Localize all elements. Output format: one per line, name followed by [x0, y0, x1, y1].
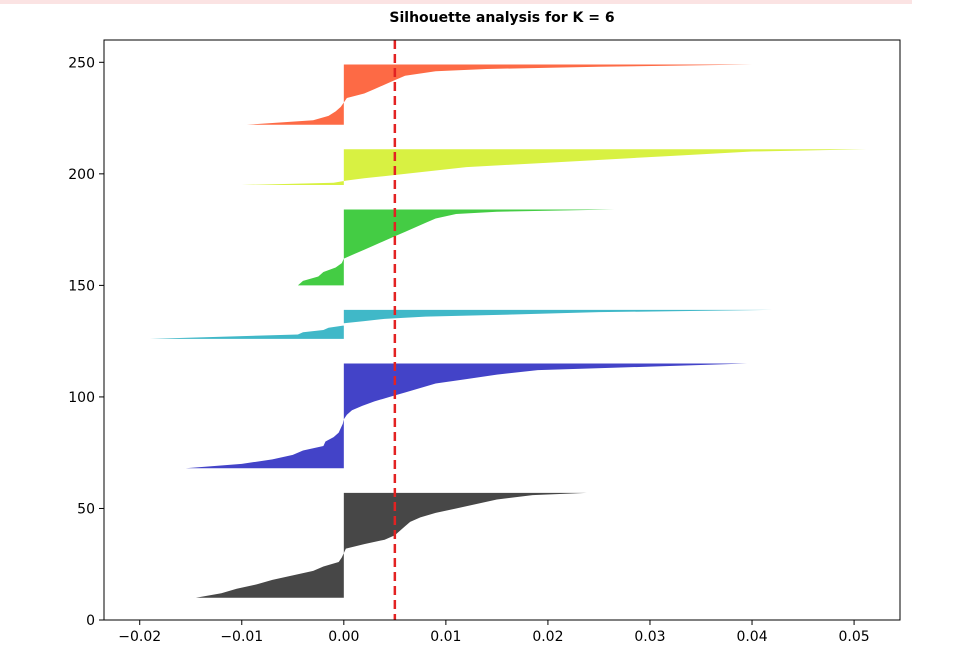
x-tick-label: 0.03	[634, 629, 665, 645]
cluster-silhouette-2	[149, 309, 773, 339]
y-axis: 0 50 100 150 200 250	[68, 55, 104, 629]
x-tick-label: −0.02	[118, 629, 161, 645]
x-tick-label: −0.01	[220, 629, 263, 645]
x-tick-label: 0.02	[532, 629, 563, 645]
y-tick-label: 100	[68, 390, 95, 406]
plot-frame	[103, 39, 901, 621]
y-tick-label: 200	[68, 167, 95, 183]
x-tick-label: 0.00	[328, 629, 359, 645]
cluster-silhouette-4	[241, 149, 867, 185]
cluster-silhouette-0	[195, 492, 587, 598]
x-tick-label: 0.05	[838, 629, 869, 645]
cluster-silhouettes	[149, 64, 867, 598]
chart-title: Silhouette analysis for K = 6	[389, 10, 615, 26]
y-tick-label: 250	[68, 55, 95, 71]
cluster-silhouette-5	[246, 64, 753, 125]
x-tick-label: 0.04	[736, 629, 767, 645]
x-tick-label: 0.01	[430, 629, 461, 645]
top-band	[0, 0, 912, 4]
cluster-silhouette-3	[297, 209, 615, 286]
cluster-silhouette-1	[185, 363, 747, 469]
x-axis: −0.02 −0.01 0.00 0.01 0.02 0.03 0.04 0.05	[118, 620, 870, 645]
y-tick-label: 50	[77, 501, 95, 517]
y-tick-label: 0	[86, 613, 95, 629]
y-tick-label: 150	[68, 278, 95, 294]
